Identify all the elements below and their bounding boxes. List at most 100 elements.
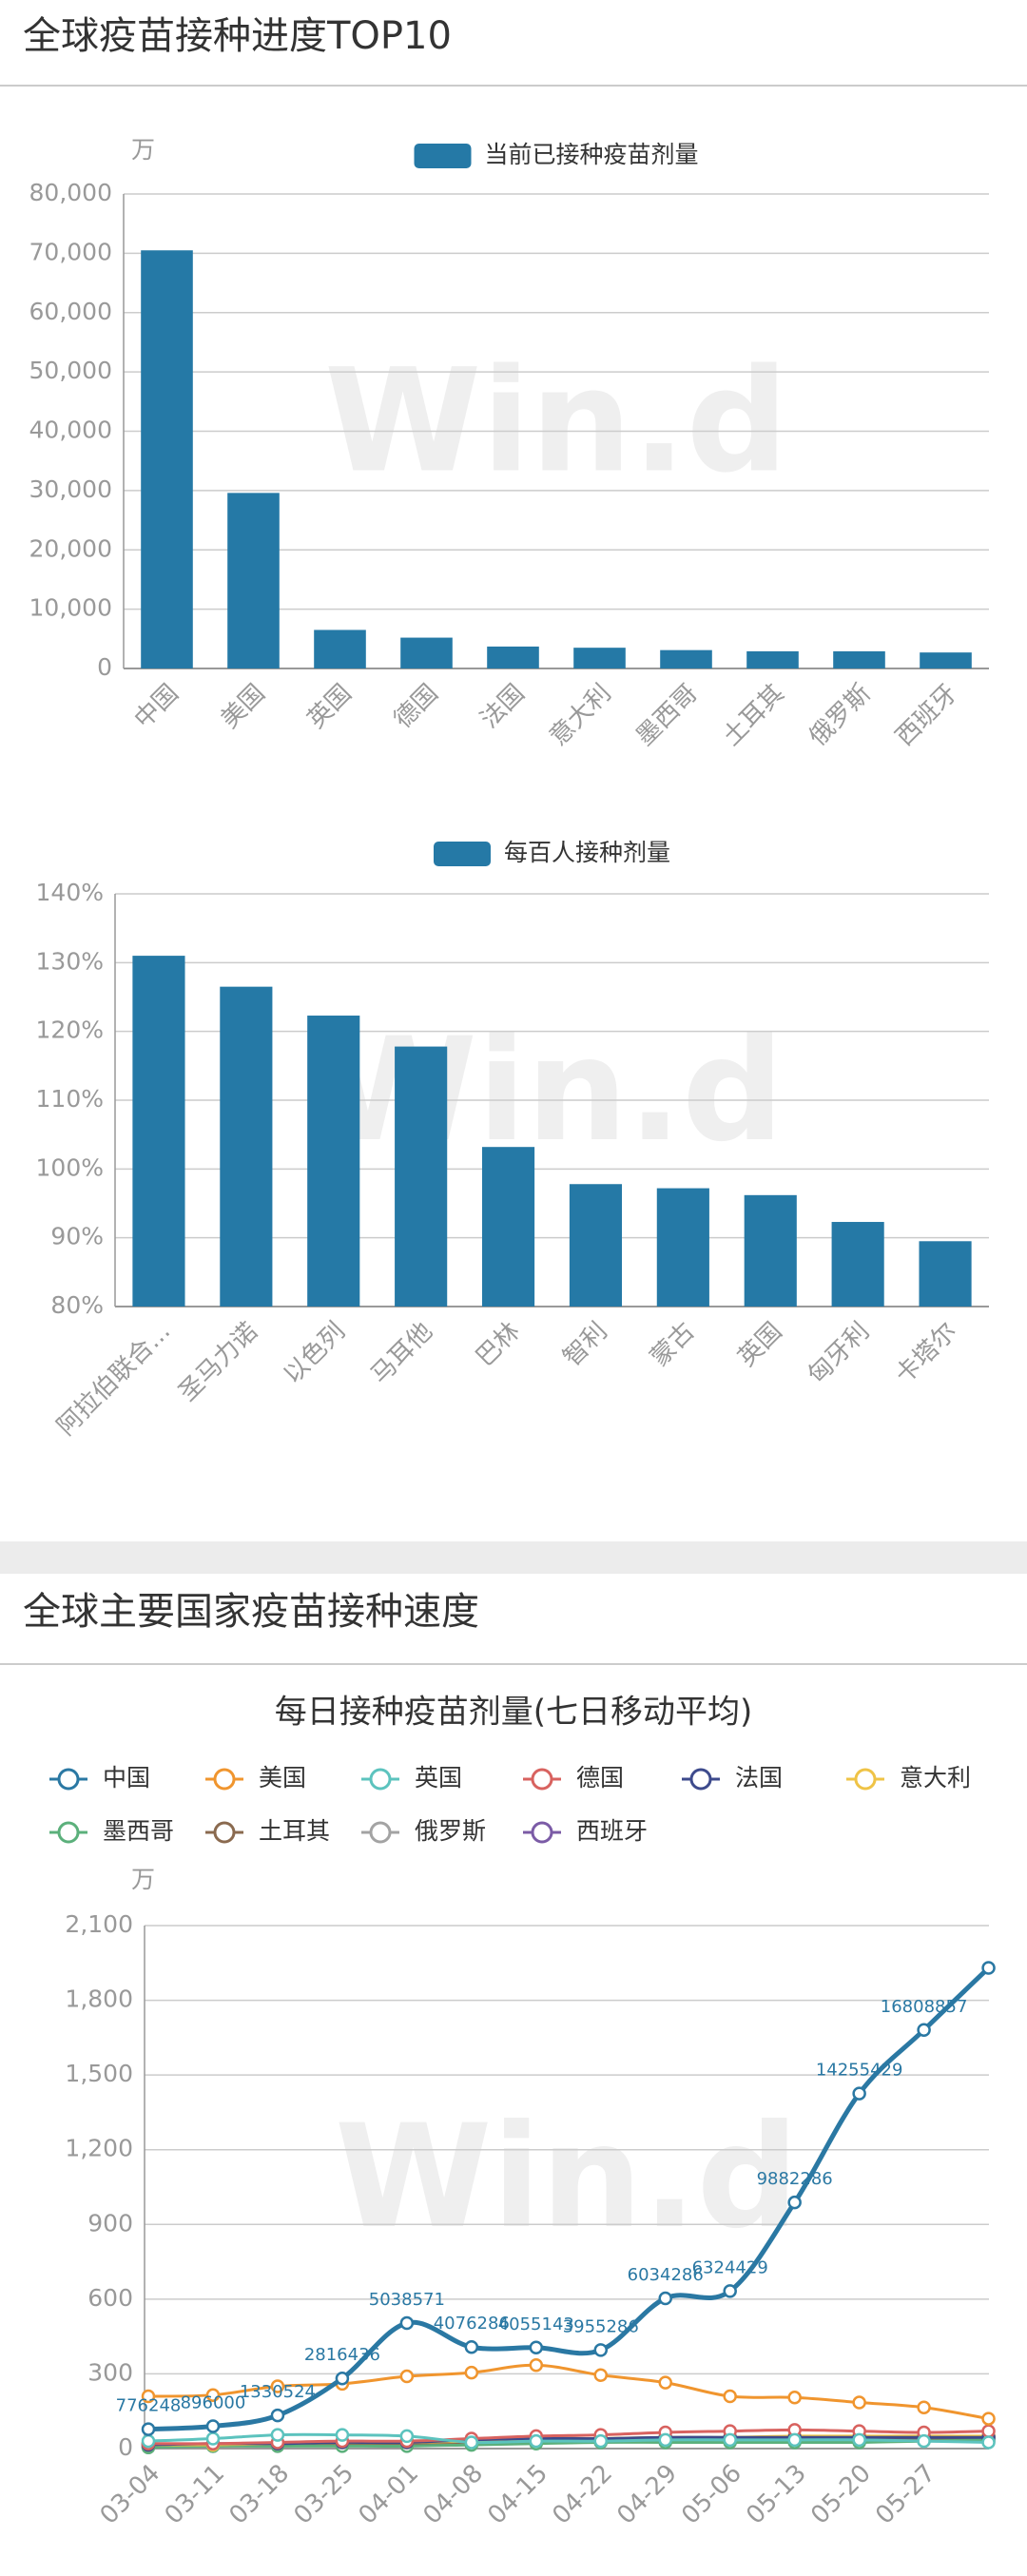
legend-label: 中国	[103, 1764, 150, 1792]
point	[917, 2400, 931, 2415]
chart-title: 每日接种疫苗剂量(七日移动平均)	[275, 1694, 753, 1732]
legend-label: 意大利	[900, 1764, 971, 1792]
point	[205, 2419, 221, 2433]
point	[335, 2428, 350, 2442]
point	[205, 2431, 221, 2446]
x-tick-label: 05-27	[870, 2459, 941, 2530]
legend-marker	[57, 1821, 80, 1844]
bar	[487, 646, 539, 668]
legend-label: 当前已接种疫苗剂量	[485, 141, 699, 168]
point	[981, 2435, 996, 2450]
data-label: 6324429	[692, 2257, 768, 2277]
point	[723, 2284, 737, 2298]
x-tick-label: 蒙古	[646, 1317, 701, 1372]
y-tick-label: 110%	[36, 1085, 104, 1113]
point	[529, 2358, 544, 2373]
x-tick-label: 中国	[129, 679, 184, 734]
x-tick-label: 04-15	[482, 2459, 553, 2530]
separator	[0, 1541, 1027, 1574]
x-tick-label: 德国	[389, 679, 444, 734]
legend-marker	[689, 1768, 712, 1791]
legend-marker	[531, 1821, 553, 1844]
legend-label: 英国	[415, 1764, 462, 1792]
data-label: 6034286	[628, 2265, 704, 2285]
legend-label: 俄罗斯	[415, 1817, 486, 1845]
bar	[656, 1188, 709, 1307]
bar	[744, 1194, 797, 1307]
point	[981, 2411, 996, 2426]
y-tick-label: 60,000	[29, 298, 112, 325]
y-tick-label: 30,000	[29, 475, 112, 503]
watermark: Win.d	[320, 1008, 784, 1173]
y-tick-label: 1,200	[65, 2135, 133, 2162]
unit-label: 万	[131, 1866, 155, 1893]
bar	[573, 648, 626, 668]
legend-marker	[213, 1821, 236, 1844]
point	[723, 2432, 737, 2448]
legend-swatch	[414, 144, 472, 168]
legend-marker	[369, 1821, 392, 1844]
bar	[919, 1241, 972, 1307]
point	[852, 2432, 866, 2448]
legend-swatch	[434, 842, 491, 866]
x-tick-label: 卡塔尔	[890, 1317, 962, 1389]
point	[141, 2422, 156, 2436]
y-tick-label: 600	[87, 2284, 133, 2312]
section-title: 全球主要国家疫苗接种速度	[23, 1590, 479, 1634]
point	[205, 2388, 221, 2402]
x-tick-label: 04-29	[611, 2459, 683, 2530]
legend-marker	[531, 1768, 553, 1791]
y-tick-label: 140%	[36, 879, 104, 906]
bar	[220, 986, 273, 1307]
legend-label: 德国	[576, 1764, 624, 1792]
x-tick-label: 俄罗斯	[804, 679, 876, 751]
x-tick-label: 04-01	[353, 2459, 424, 2530]
point	[464, 2339, 479, 2354]
data-label: 1330524	[240, 2382, 316, 2402]
point	[981, 1961, 996, 1975]
legend-marker	[213, 1768, 236, 1791]
bar	[920, 652, 972, 668]
y-tick-label: 80%	[50, 1291, 104, 1319]
point	[852, 2086, 866, 2101]
bar	[395, 1046, 448, 1307]
point	[399, 2315, 415, 2331]
data-label: 896000	[181, 2393, 246, 2413]
y-tick-label: 90%	[50, 1223, 104, 1250]
x-tick-label: 03-04	[95, 2459, 166, 2530]
section-title: 全球疫苗接种进度TOP10	[23, 14, 452, 58]
point	[658, 2375, 672, 2390]
legend-label: 土耳其	[259, 1817, 330, 1845]
x-tick-label: 05-06	[676, 2459, 747, 2530]
point	[270, 2408, 285, 2423]
point	[399, 2429, 415, 2444]
point	[270, 2428, 285, 2442]
y-tick-label: 900	[87, 2209, 133, 2237]
legend-marker	[369, 1768, 392, 1791]
y-tick-label: 80,000	[29, 179, 112, 206]
point	[658, 2432, 672, 2448]
x-tick-label: 匈牙利	[803, 1317, 875, 1389]
point	[723, 2389, 737, 2404]
point	[529, 2433, 544, 2449]
bar	[314, 629, 366, 668]
data-label: 14255429	[816, 2061, 903, 2081]
point	[917, 2433, 931, 2449]
x-tick-label: 03-18	[224, 2459, 296, 2530]
bar	[569, 1184, 623, 1307]
y-tick-label: 70,000	[29, 238, 112, 265]
y-tick-label: 130%	[36, 947, 104, 975]
point	[787, 2432, 802, 2448]
legend-marker	[57, 1768, 80, 1791]
x-tick-label: 智利	[558, 1317, 613, 1372]
legend-label: 美国	[259, 1764, 306, 1792]
y-tick-label: 120%	[36, 1017, 104, 1044]
data-label: 3955286	[563, 2316, 639, 2336]
point	[917, 2023, 931, 2038]
point	[658, 2291, 672, 2306]
y-tick-label: 1,500	[65, 2060, 133, 2087]
bar	[831, 1222, 884, 1307]
x-tick-label: 西班牙	[890, 679, 962, 751]
y-tick-label: 1,800	[65, 1985, 133, 2013]
